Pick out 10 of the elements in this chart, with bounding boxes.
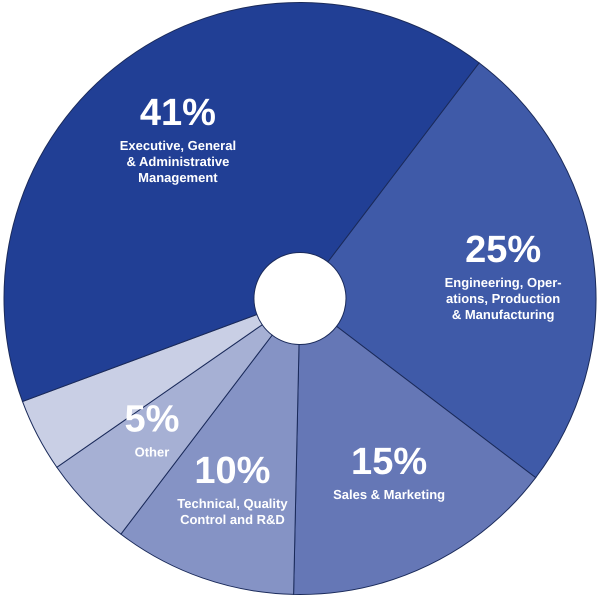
slice-label: Other	[134, 444, 170, 460]
data-label: 41%	[140, 92, 216, 134]
slice-label: Executive, General & Administrative Management	[120, 138, 236, 185]
data-label: 5%	[124, 398, 180, 440]
slice-label: Engineering, Oper- ations, Production & Manufacturing	[444, 274, 562, 322]
slice-label: Sales & Marketing	[333, 487, 446, 502]
data-label: 15%	[351, 441, 428, 484]
data-label: 10%	[194, 450, 270, 492]
data-label: 25%	[465, 228, 542, 271]
slice-label: Technical, Quality Control and R&D	[177, 496, 288, 528]
